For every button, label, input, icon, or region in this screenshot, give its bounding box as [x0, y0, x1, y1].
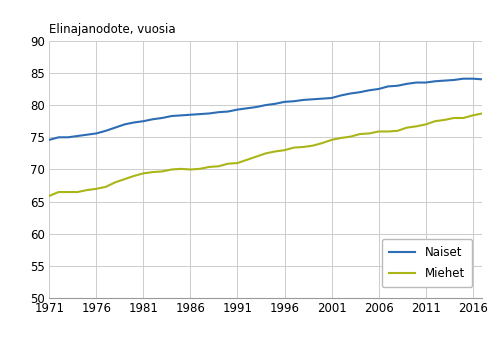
Naiset	[253, 105, 259, 109]
Naiset	[272, 102, 278, 106]
Miehet	[451, 116, 457, 120]
Naiset	[347, 92, 353, 96]
Naiset	[169, 114, 175, 118]
Naiset	[197, 112, 203, 116]
Naiset	[404, 82, 410, 86]
Miehet	[395, 129, 400, 133]
Naiset	[310, 97, 316, 101]
Miehet	[329, 138, 335, 142]
Miehet	[432, 119, 438, 123]
Naiset	[56, 135, 62, 139]
Miehet	[347, 135, 353, 139]
Naiset	[441, 79, 447, 83]
Naiset	[319, 97, 325, 101]
Naiset	[470, 77, 476, 81]
Naiset	[187, 113, 193, 117]
Naiset	[451, 78, 457, 82]
Miehet	[357, 132, 363, 136]
Naiset	[291, 99, 297, 103]
Naiset	[366, 88, 372, 92]
Miehet	[46, 194, 52, 198]
Naiset	[376, 87, 382, 91]
Miehet	[197, 167, 203, 171]
Naiset	[122, 122, 127, 126]
Naiset	[244, 106, 250, 111]
Naiset	[301, 98, 307, 102]
Miehet	[74, 190, 80, 194]
Miehet	[461, 116, 466, 120]
Miehet	[215, 164, 221, 168]
Miehet	[319, 141, 325, 145]
Miehet	[281, 148, 287, 152]
Miehet	[150, 170, 155, 174]
Naiset	[385, 84, 391, 88]
Line: Miehet: Miehet	[49, 114, 482, 196]
Naiset	[479, 77, 485, 81]
Naiset	[131, 120, 137, 124]
Miehet	[338, 136, 344, 140]
Legend: Naiset, Miehet: Naiset, Miehet	[382, 239, 472, 287]
Miehet	[56, 190, 62, 194]
Miehet	[253, 155, 259, 159]
Miehet	[366, 132, 372, 136]
Naiset	[46, 138, 52, 142]
Miehet	[206, 165, 212, 169]
Naiset	[357, 90, 363, 94]
Miehet	[423, 122, 429, 126]
Miehet	[272, 149, 278, 154]
Miehet	[84, 188, 90, 192]
Miehet	[376, 129, 382, 134]
Naiset	[423, 80, 429, 84]
Naiset	[150, 117, 155, 121]
Miehet	[310, 144, 316, 148]
Naiset	[281, 100, 287, 104]
Miehet	[404, 125, 410, 129]
Miehet	[140, 171, 146, 175]
Miehet	[479, 112, 485, 116]
Miehet	[244, 158, 250, 162]
Naiset	[461, 77, 466, 81]
Miehet	[235, 161, 241, 165]
Naiset	[329, 96, 335, 100]
Miehet	[93, 187, 99, 191]
Naiset	[93, 132, 99, 136]
Miehet	[291, 145, 297, 149]
Naiset	[206, 112, 212, 116]
Miehet	[301, 145, 307, 149]
Naiset	[159, 116, 165, 120]
Naiset	[112, 125, 118, 129]
Naiset	[395, 84, 400, 88]
Miehet	[103, 185, 109, 189]
Miehet	[385, 129, 391, 134]
Naiset	[103, 129, 109, 133]
Miehet	[131, 174, 137, 178]
Naiset	[413, 80, 419, 84]
Naiset	[338, 93, 344, 97]
Naiset	[215, 110, 221, 114]
Miehet	[470, 113, 476, 117]
Naiset	[84, 133, 90, 137]
Miehet	[178, 167, 184, 171]
Naiset	[225, 109, 231, 114]
Miehet	[263, 151, 269, 155]
Miehet	[441, 118, 447, 122]
Miehet	[187, 167, 193, 172]
Naiset	[140, 119, 146, 123]
Miehet	[65, 190, 71, 194]
Miehet	[122, 177, 127, 181]
Miehet	[112, 180, 118, 184]
Miehet	[169, 167, 175, 172]
Miehet	[225, 162, 231, 166]
Naiset	[65, 135, 71, 139]
Naiset	[178, 113, 184, 117]
Naiset	[263, 103, 269, 107]
Miehet	[159, 170, 165, 174]
Line: Naiset: Naiset	[49, 79, 482, 140]
Naiset	[235, 107, 241, 112]
Naiset	[74, 134, 80, 138]
Naiset	[432, 79, 438, 83]
Text: Elinajanodote, vuosia: Elinajanodote, vuosia	[49, 22, 176, 36]
Miehet	[413, 124, 419, 128]
